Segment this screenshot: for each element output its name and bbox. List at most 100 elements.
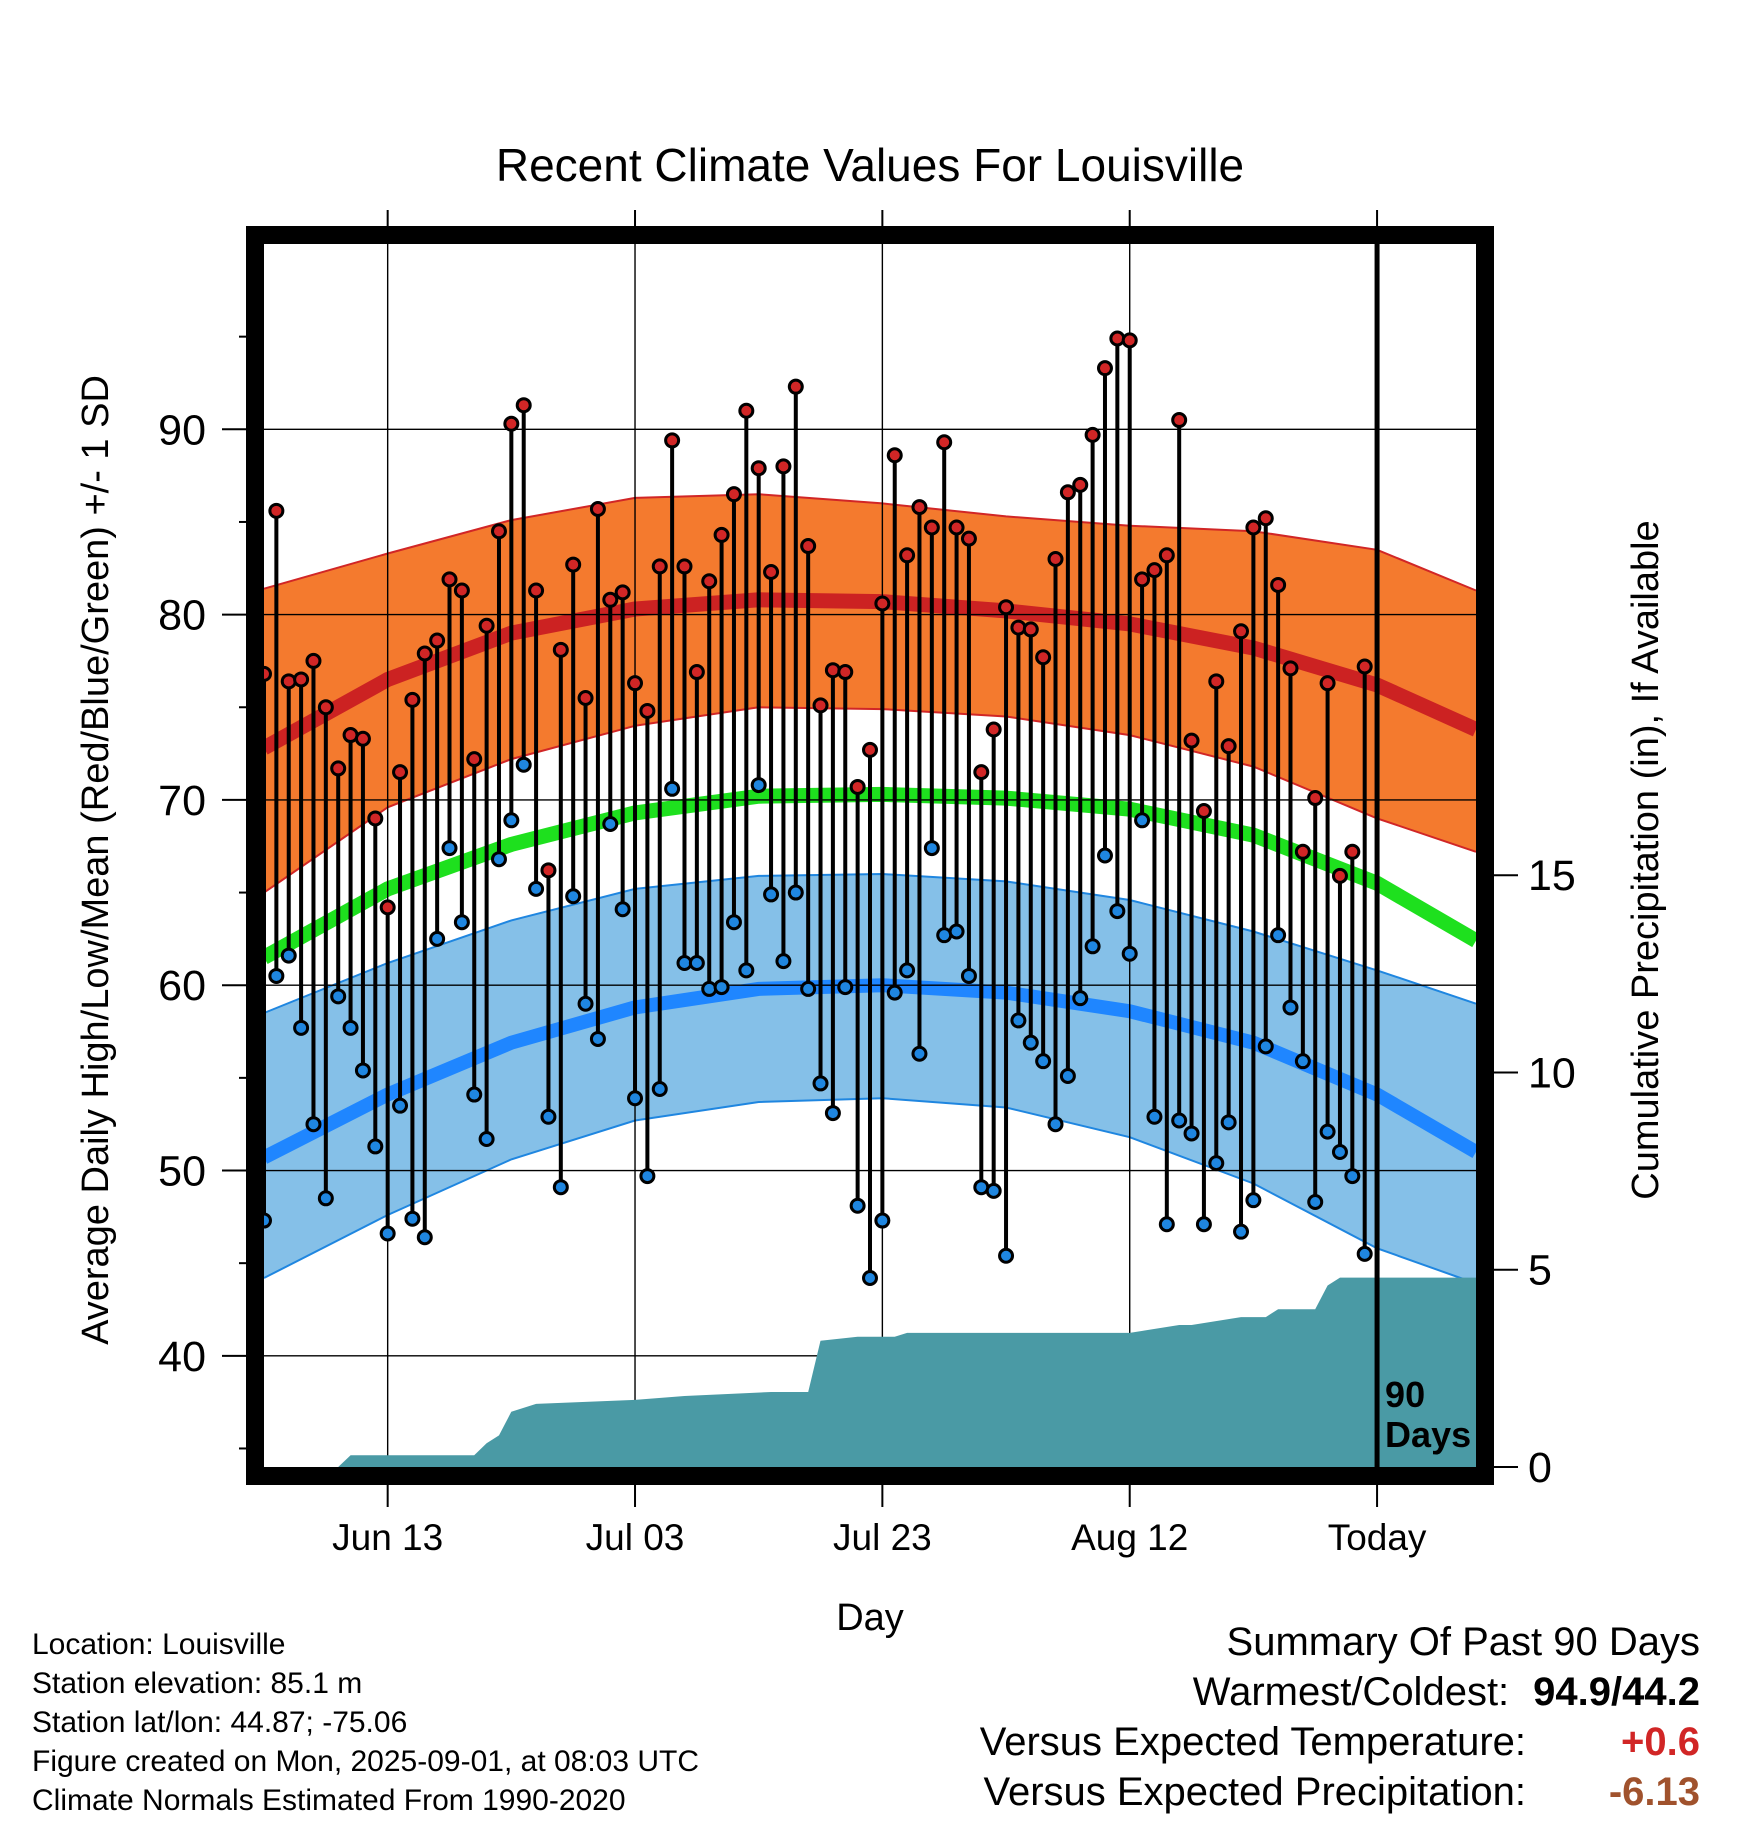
low-point [441, 840, 458, 857]
low-point [1171, 1112, 1188, 1129]
high-point [973, 764, 990, 781]
window-label: 90 Days [1385, 1374, 1471, 1455]
temp-anomaly-row: Versus Expected Temperature: +0.6 [980, 1717, 1700, 1767]
low-point [1183, 1125, 1200, 1142]
low-point [1344, 1168, 1361, 1185]
high-point [1307, 790, 1324, 807]
low-point [849, 1197, 866, 1214]
low-point [1319, 1123, 1336, 1140]
high-point [1047, 551, 1064, 568]
low-point [713, 979, 730, 996]
low-point [923, 840, 940, 857]
low-point [1356, 1245, 1373, 1262]
high-point [1282, 660, 1299, 677]
warmest-coldest-label: Warmest/Coldest: [1192, 1670, 1510, 1714]
low-point [627, 1090, 644, 1107]
high-point [862, 741, 878, 758]
high-point [466, 751, 483, 768]
high-point [911, 499, 928, 516]
location-text: Location: Louisville [32, 1628, 286, 1661]
high-point [627, 675, 644, 692]
station-info: Location: Louisville Station elevation: … [32, 1625, 699, 1820]
low-point [528, 880, 545, 897]
high-point [1035, 649, 1052, 666]
low-point [639, 1168, 656, 1185]
high-point [293, 671, 310, 688]
created-text: Figure created on Mon, 2025-09-01, at 08… [32, 1745, 700, 1778]
precipitation-area [264, 1277, 1476, 1467]
low-point [899, 962, 916, 979]
low-point [1096, 847, 1113, 864]
low-point [664, 780, 681, 797]
low-point [490, 851, 507, 868]
high-point [1183, 732, 1200, 749]
y-tick-label: 70 [158, 777, 206, 825]
low-point [589, 1030, 606, 1047]
low-point [404, 1210, 421, 1227]
low-point [787, 884, 804, 901]
precip-anomaly-value: -6.13 [1608, 1770, 1700, 1814]
high-point [392, 764, 409, 781]
low-point [1059, 1068, 1076, 1085]
high-point [812, 697, 829, 714]
warmest-coldest-value: 94.9/44.2 [1533, 1670, 1700, 1714]
high-point [614, 584, 631, 601]
high-point [874, 595, 891, 612]
high-point [651, 558, 668, 575]
high-point [960, 530, 977, 547]
high-point [404, 691, 421, 708]
low-point [515, 756, 532, 773]
low-point [392, 1097, 409, 1114]
high-point [1010, 619, 1027, 636]
low-point [824, 1105, 841, 1122]
high-point [800, 538, 817, 555]
y2-tick-label: 5 [1528, 1247, 1552, 1295]
high-point [1022, 621, 1039, 638]
high-point [1319, 675, 1336, 692]
low-point [1109, 903, 1126, 920]
low-point [1146, 1108, 1163, 1125]
low-point [503, 812, 520, 829]
low-point [1035, 1053, 1052, 1070]
low-point [367, 1138, 384, 1155]
low-point [1208, 1155, 1225, 1172]
high-point [701, 573, 718, 590]
high-point [1270, 576, 1287, 593]
high-point [775, 458, 792, 475]
y-tick-label: 60 [158, 962, 206, 1010]
high-point [936, 434, 953, 451]
low-point [379, 1225, 396, 1242]
high-sd-band [264, 494, 1476, 893]
low-point [651, 1080, 668, 1097]
high-point [1344, 843, 1361, 860]
low-point [1282, 999, 1299, 1016]
high-point [429, 632, 446, 649]
low-point [812, 1075, 829, 1092]
high-point [1146, 562, 1163, 579]
low-point [565, 888, 582, 905]
low-point [1220, 1114, 1237, 1131]
high-point [923, 519, 940, 536]
low-point [688, 954, 705, 971]
low-point [1047, 1116, 1064, 1133]
high-point [441, 571, 458, 588]
high-point [1356, 658, 1373, 675]
low-point [763, 886, 780, 903]
x-tick-label: Jun 13 [332, 1517, 443, 1558]
high-point [1257, 510, 1274, 527]
low-point [577, 995, 594, 1012]
low-point [1072, 990, 1089, 1007]
summary-panel: Summary Of Past 90 Days Warmest/Coldest:… [980, 1617, 1700, 1817]
high-point [849, 778, 866, 795]
high-point [1208, 673, 1225, 690]
y2-tick-label: 15 [1528, 852, 1576, 900]
y2-tick-label: 10 [1528, 1049, 1576, 1097]
low-point [960, 967, 977, 984]
x-axis-label: Day [836, 1597, 904, 1639]
y-tick-label: 90 [158, 406, 206, 454]
high-point [1294, 843, 1311, 860]
low-point [886, 984, 903, 1001]
temp-anomaly-value: +0.6 [1621, 1720, 1700, 1764]
high-point [824, 662, 841, 679]
high-point [1233, 623, 1250, 640]
